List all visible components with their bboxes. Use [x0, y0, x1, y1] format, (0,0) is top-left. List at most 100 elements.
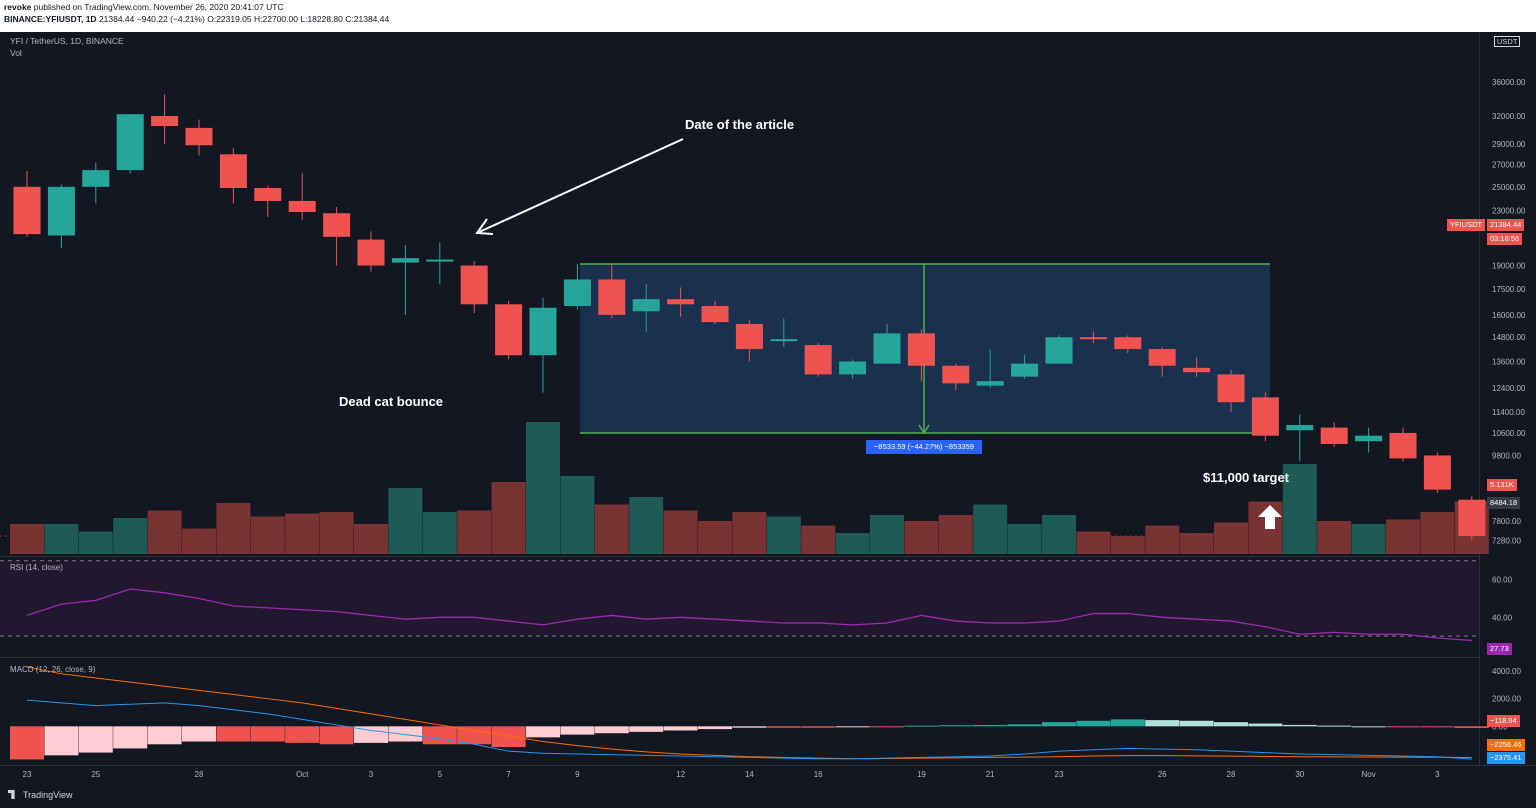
macd-histogram-bar [457, 726, 492, 745]
macd-histogram-bar [698, 726, 732, 730]
macd-histogram-bar [319, 726, 354, 745]
currency-label[interactable]: USDT [1494, 36, 1521, 47]
header-line1: revoke published on TradingView.com, Nov… [4, 2, 284, 13]
candle-body [1148, 349, 1176, 366]
macd-histogram-bar [1454, 726, 1489, 728]
time-axis[interactable]: 23 25 28 Oct 3 5 7 9 12 14 16 19 21 23 26 28 30 Nov 3 [23, 770, 1441, 779]
volume-bar [388, 488, 423, 554]
volume-bar [250, 516, 285, 554]
volume-bar [1351, 524, 1386, 554]
time-tick-label: 9 [575, 770, 580, 779]
volume-bars [10, 422, 1489, 554]
annotation-arrowhead [475, 218, 494, 235]
price-tick-label: 12400.00 [1492, 384, 1526, 393]
publish-info: published on TradingView.com, November 2… [33, 2, 284, 12]
candle-body [529, 307, 557, 356]
macd-histogram-bar [560, 726, 595, 735]
symbol-interval: BINANCE:YFIUSDT, 1D [4, 14, 97, 24]
volume-legend[interactable]: Vol [10, 48, 22, 58]
time-tick-label: 30 [1295, 770, 1304, 779]
candle-body [1045, 337, 1073, 364]
price-tick-label: 19000.00 [1492, 262, 1526, 271]
close-label: C: [345, 14, 354, 24]
rsi-legend[interactable]: RSI (14, close) [10, 563, 63, 572]
macd-hist-tag: −118.94 [1487, 715, 1520, 727]
time-tick-label: 16 [814, 770, 823, 779]
volume-bar [216, 503, 251, 554]
volume-bar [594, 504, 629, 554]
volume-bar [1007, 524, 1042, 554]
candle-body [495, 304, 523, 356]
symbol-legend[interactable]: YFI / TetherUS, 1D, BINANCE [10, 36, 124, 46]
volume-bar [1042, 515, 1076, 554]
macd-histogram-bar [147, 726, 182, 745]
candle-body [735, 323, 763, 350]
macd-histogram-bar [1248, 723, 1283, 727]
volume-bar [732, 512, 767, 554]
macd-histogram-bar [938, 725, 973, 727]
macd-tick-label: 2000.00 [1492, 695, 1521, 704]
macd-histogram-bar [1214, 722, 1248, 727]
price-tick-label: 23000.00 [1492, 207, 1526, 216]
price-tick-label: 7800.00 [1492, 517, 1521, 526]
macd-legend[interactable]: MACD (12, 26, close, 9) [10, 665, 96, 674]
price-tick-label: 16000.00 [1492, 311, 1526, 320]
macd-histogram-bar [1386, 726, 1420, 728]
macd-histogram-bar [1042, 722, 1076, 727]
volume-bar [10, 524, 44, 554]
macd-histogram-bar [491, 726, 526, 748]
candle-body [1011, 363, 1039, 377]
pane-separator [0, 657, 1479, 658]
open-label: O: [207, 14, 217, 24]
last-price-tag: 21384.44 [1487, 219, 1525, 231]
candle-body [82, 170, 110, 187]
volume-bar [319, 512, 354, 554]
macd-histogram-bar [629, 726, 664, 732]
macd-histogram-bar [732, 726, 767, 728]
candle-body [151, 116, 179, 127]
candle-body [1183, 367, 1211, 373]
macd-histogram-bar [44, 726, 79, 756]
candle-body [357, 239, 385, 266]
tradingview-logo[interactable]: TradingView [8, 790, 73, 800]
rsi-pane: 60.00 40.00 [0, 560, 1513, 642]
high-label: H: [254, 14, 263, 24]
candle-body [1320, 427, 1348, 445]
up-arrow-icon [1258, 505, 1282, 529]
macd-line [26, 699, 1472, 760]
macd-histogram-bar [973, 724, 1008, 727]
candle-body [13, 186, 41, 235]
price-axis[interactable]: 7280.00 7800.00 9800.00 10600.00 11400.00 124… [1492, 78, 1526, 546]
volume-bar [801, 525, 836, 554]
volume-bar [354, 524, 388, 554]
macd-signal-tag: −2256.46 [1487, 739, 1525, 751]
candle-body [219, 154, 247, 188]
volume-bar [1145, 525, 1180, 554]
macd-histogram-bar [1282, 724, 1317, 727]
candle-body [667, 299, 695, 305]
candle-body [1286, 424, 1314, 431]
candle-body [701, 306, 729, 323]
candle-body [288, 200, 316, 212]
axis-separator [0, 765, 1536, 766]
candle-body [1251, 397, 1279, 436]
price-tick-label: 27000.00 [1492, 161, 1526, 170]
candle-body [391, 258, 419, 263]
price-tick-label: 17500.00 [1492, 285, 1526, 294]
measure-label: −8533.59 (−44.27%) −853359 [866, 440, 982, 454]
macd-histogram-bar [182, 726, 216, 742]
volume-bar [526, 422, 560, 554]
rsi-value-tag: 27.73 [1487, 643, 1512, 655]
macd-histogram-bar [1420, 726, 1455, 728]
candle-body [632, 299, 660, 312]
annotation-target: $11,000 target [1203, 470, 1290, 485]
volume-bar [78, 531, 113, 554]
price-tick-label: 25000.00 [1492, 183, 1526, 192]
axis-separator [1479, 32, 1480, 765]
time-tick-label: Oct [296, 770, 309, 779]
author[interactable]: revoke [4, 2, 32, 12]
macd-histogram-bar [904, 725, 939, 727]
close-value: 21384.44 [353, 14, 390, 24]
